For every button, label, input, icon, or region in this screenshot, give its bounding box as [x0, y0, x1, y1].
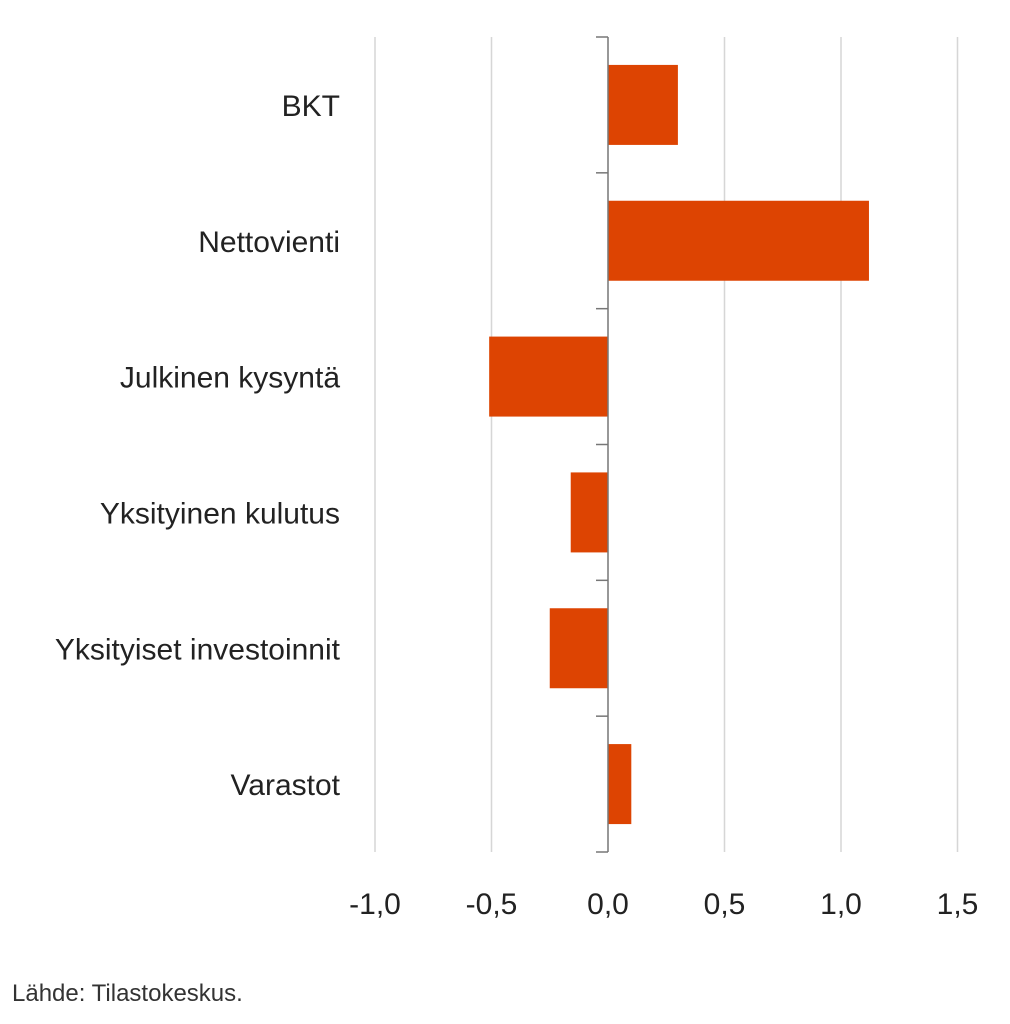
category-axis — [596, 36, 609, 853]
gridlines — [374, 37, 959, 852]
bar — [549, 608, 608, 689]
category-label: Yksityiset investoinnit — [55, 633, 341, 666]
bar — [570, 472, 608, 553]
bars — [489, 64, 869, 825]
category-label: Julkinen kysyntä — [120, 362, 340, 395]
bar — [608, 64, 678, 145]
x-tick-label: 0,0 — [587, 888, 629, 921]
category-label: Varastot — [231, 769, 341, 802]
x-tick-label: 1,0 — [820, 888, 862, 921]
category-label: Yksityinen kulutus — [100, 497, 340, 530]
value-axis-labels: -1,0 -0,5 0,0 0,5 1,0 1,5 — [349, 888, 978, 921]
bar — [608, 200, 869, 281]
x-tick-label: -1,0 — [349, 888, 401, 921]
x-tick-label: 1,5 — [937, 888, 979, 921]
bar — [608, 744, 632, 825]
bar — [489, 336, 608, 417]
source-note: Lähde: Tilastokeskus. — [12, 980, 243, 1007]
x-tick-label: -0,5 — [466, 888, 518, 921]
category-labels: BKT Nettovienti Julkinen kysyntä Yksityinen… — [55, 90, 341, 802]
x-tick-label: 0,5 — [704, 888, 746, 921]
category-label: Nettovienti — [198, 226, 340, 259]
category-label: BKT — [282, 90, 340, 123]
